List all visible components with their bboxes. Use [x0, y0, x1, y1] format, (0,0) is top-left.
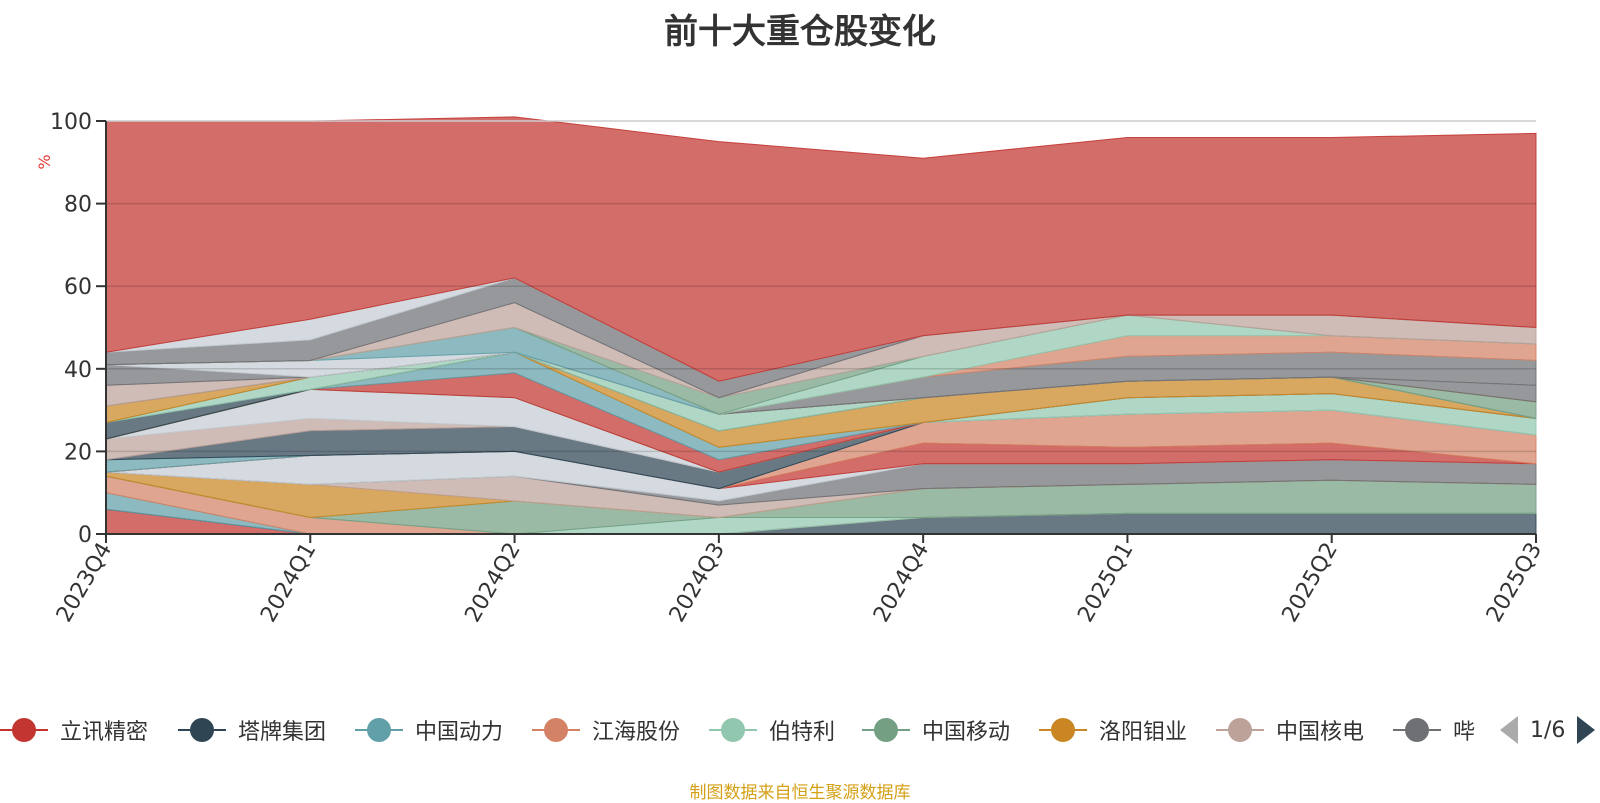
y-tick-label: 0 [78, 523, 92, 548]
legend-item[interactable]: 哔 [1393, 712, 1475, 748]
legend-label: 江海股份 [592, 720, 681, 745]
legend-items: 立讯精密 塔牌集团 中国动力 江海股份 伯特利 中国移动 洛阳钼业 中国核电 哔 [0, 712, 1482, 748]
y-tick-label: 60 [64, 275, 92, 300]
x-tick-label: 2024Q3 [665, 539, 730, 627]
legend-marker-icon [862, 718, 910, 742]
legend-label: 洛阳钼业 [1099, 720, 1188, 745]
y-tick-label: 20 [64, 440, 92, 465]
legend-item[interactable]: 洛阳钼业 [1039, 712, 1187, 748]
legend-marker-icon [1393, 718, 1441, 742]
legend-marker-icon [1039, 718, 1087, 742]
x-tick-label: 2025Q2 [1278, 539, 1343, 627]
legend-label: 伯特利 [769, 720, 836, 745]
legend-item[interactable]: 中国动力 [355, 712, 503, 748]
stacked-area-chart: 0 20 40 60 80 100 2023Q4 2024Q1 2024Q2 2024Q3 2024… [35, 110, 1547, 627]
legend-marker-icon [178, 718, 226, 742]
y-tick-label: 100 [50, 110, 92, 135]
legend-item[interactable]: 中国核电 [1216, 712, 1364, 748]
legend-item[interactable]: 立讯精密 [0, 712, 148, 748]
area-series-group [105, 116, 1537, 535]
legend-label: 中国移动 [922, 720, 1011, 745]
legend-item[interactable]: 中国移动 [862, 712, 1010, 748]
x-tick-label: 2024Q1 [256, 539, 321, 627]
legend-label: 哔 [1453, 720, 1476, 745]
legend-next-page-icon[interactable] [1577, 716, 1596, 744]
legend-marker-icon [1216, 718, 1264, 742]
legend-marker-icon [709, 718, 757, 742]
y-tick-label: 80 [64, 193, 92, 218]
legend-item[interactable]: 江海股份 [532, 712, 680, 748]
chart-title: 前十大重仓股变化 [664, 12, 936, 52]
legend-marker-icon [532, 718, 580, 742]
legend-pager: 1/6 [1500, 712, 1596, 748]
legend-item[interactable]: 伯特利 [709, 712, 835, 748]
legend-page-indicator: 1/6 [1530, 717, 1566, 743]
legend: 立讯精密 塔牌集团 中国动力 江海股份 伯特利 中国移动 洛阳钼业 中国核电 哔 [0, 712, 1600, 748]
y-tick-label: 40 [64, 358, 92, 383]
area-series-36[interactable] [105, 116, 1537, 382]
data-source-note: 制图数据来自恒生聚源数据库 [689, 783, 911, 803]
legend-marker-icon [355, 718, 403, 742]
legend-marker-icon [0, 718, 48, 742]
legend-label: 中国核电 [1276, 720, 1365, 745]
legend-label: 塔牌集团 [238, 720, 327, 745]
legend-label: 中国动力 [415, 720, 504, 745]
x-tick-label: 2023Q4 [52, 539, 117, 627]
y-axis-unit: % [35, 154, 54, 169]
legend-label: 立讯精密 [60, 720, 149, 745]
x-tick-label: 2025Q3 [1482, 539, 1547, 627]
x-tick-label: 2024Q2 [460, 539, 525, 627]
legend-item[interactable]: 塔牌集团 [178, 712, 326, 748]
legend-prev-page-icon[interactable] [1500, 716, 1518, 744]
x-tick-label: 2024Q4 [869, 539, 934, 627]
x-tick-label: 2025Q1 [1073, 539, 1138, 627]
